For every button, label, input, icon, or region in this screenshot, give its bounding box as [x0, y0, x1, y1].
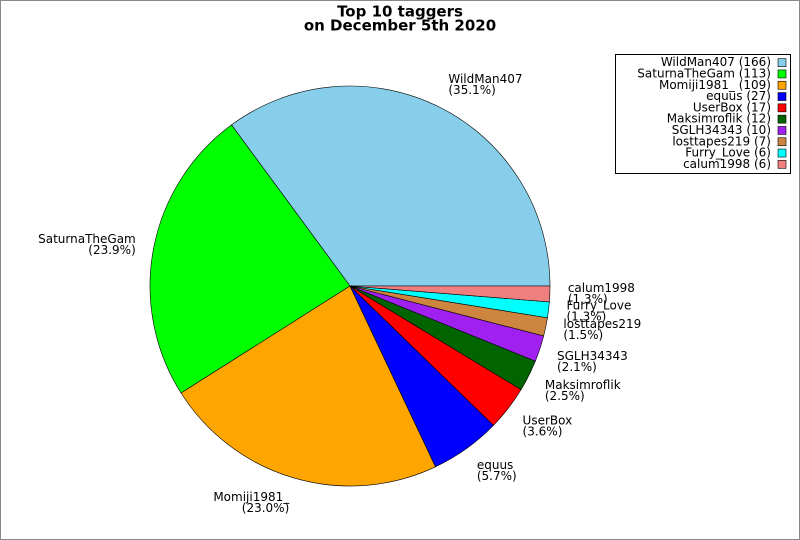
slice-percent: (3.6%)	[523, 425, 563, 439]
legend-swatch	[777, 58, 787, 67]
chart-subtitle: on December 5th 2020	[304, 17, 496, 35]
legend-swatch	[777, 126, 787, 135]
slice-label: calum1998	[568, 281, 635, 295]
legend-label: UserBox (17)	[693, 100, 771, 114]
legend-swatch	[777, 69, 787, 79]
slice-label: Maksimroflik	[545, 378, 621, 392]
slice-percent: (23.9%)	[88, 243, 135, 257]
legend-swatch	[777, 114, 787, 124]
legend-label: Furry_Love (6)	[685, 146, 771, 160]
slice-percent: (5.7%)	[477, 469, 517, 483]
pie-slice	[349, 285, 551, 303]
slice-percent: (2.5%)	[545, 389, 585, 403]
slice-percent: (1.3%)	[566, 310, 606, 324]
legend-swatch	[777, 148, 787, 158]
legend-swatch	[777, 137, 787, 147]
slice-label: equus	[477, 458, 513, 472]
legend-label: calum1998 (6)	[683, 157, 771, 171]
slice-label: SaturnaTheGam	[38, 232, 136, 246]
legend-label: equus (27)	[706, 89, 771, 103]
legend-label: SGLH34343 (10)	[672, 123, 771, 137]
slice-label: Furry_Love	[566, 299, 631, 313]
slice-label: SGLH34343	[557, 349, 628, 363]
slice-percent: (1.5%)	[563, 328, 603, 342]
legend-swatch	[777, 92, 787, 101]
slice-percent: (1.3%)	[568, 292, 608, 306]
pie-slice	[180, 285, 436, 487]
legend-label: losttapes219 (7)	[672, 134, 771, 148]
legend-swatch	[777, 160, 787, 169]
slice-label: WildMan407	[448, 72, 522, 86]
legend-swatch	[777, 103, 787, 113]
slice-label: Momiji1981_	[213, 490, 290, 504]
slice-percent: (35.1%)	[448, 83, 495, 97]
legend-label: SaturnaTheGam (113)	[637, 66, 771, 80]
slice-label: losttapes219	[563, 317, 641, 331]
legend-box	[615, 54, 791, 174]
slice-percent: (23.0%)	[242, 501, 289, 515]
slice-percent: (2.1%)	[557, 360, 597, 374]
pie-slice	[231, 85, 551, 287]
legend-label: Maksimroflik (12)	[667, 112, 771, 126]
slice-label: UserBox	[523, 414, 573, 428]
legend-label: Momiji1981_ (109)	[659, 78, 771, 92]
legend-swatch	[777, 80, 787, 90]
chart-title: Top 10 taggers	[337, 3, 463, 21]
pie-slice	[149, 124, 351, 394]
legend-label: WildMan407 (166)	[661, 55, 771, 69]
